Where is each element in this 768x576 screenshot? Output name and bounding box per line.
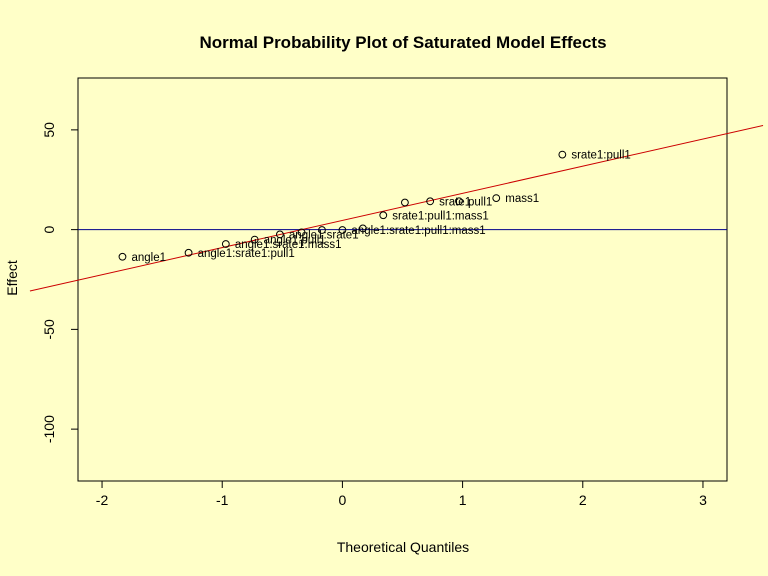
data-point bbox=[276, 230, 284, 239]
point-label: angle1:srate1 bbox=[289, 229, 359, 241]
x-tick-label: 1 bbox=[459, 492, 467, 508]
x-tick-label: 2 bbox=[579, 492, 587, 508]
point-label: srate1:pull1 bbox=[571, 150, 630, 162]
data-point bbox=[379, 211, 388, 220]
data-point bbox=[455, 197, 463, 206]
data-point bbox=[250, 235, 259, 244]
y-axis-label: Effect bbox=[4, 260, 20, 296]
point-label: angle1:srate1:pull1:mass1 bbox=[351, 225, 485, 237]
data-point bbox=[426, 197, 435, 206]
y-tick-label: -50 bbox=[41, 319, 57, 339]
point-label: pull1 bbox=[468, 196, 492, 208]
data-point bbox=[318, 226, 326, 234]
x-axis-label: Theoretical Quantiles bbox=[337, 539, 469, 555]
data-point bbox=[358, 224, 367, 233]
x-tick-label: 3 bbox=[699, 492, 707, 508]
data-point bbox=[221, 240, 230, 248]
data-point bbox=[558, 150, 567, 159]
x-tick-label: -1 bbox=[216, 492, 229, 508]
data-point bbox=[118, 252, 127, 261]
point-label: angle1 bbox=[131, 252, 166, 264]
data-point bbox=[401, 198, 409, 207]
fit-line bbox=[29, 124, 764, 292]
plot-area: -2 -1 0 1 2 3 -100 -50 0 50 angle1 angle1:srate1:pu… bbox=[29, 77, 764, 508]
point-label: angle1:srate1:mass1 bbox=[235, 239, 342, 251]
y-tick-label: 0 bbox=[41, 226, 57, 234]
point-label: angle1:srate1:pull1 bbox=[198, 248, 295, 260]
plot-frame bbox=[77, 77, 728, 482]
y-tick-label: 50 bbox=[41, 122, 57, 138]
data-point bbox=[338, 226, 347, 234]
data-point bbox=[184, 248, 193, 257]
x-tick-label: 0 bbox=[339, 492, 347, 508]
point-label: srate1 bbox=[439, 196, 471, 208]
y-tick-label: -100 bbox=[41, 415, 57, 443]
point-label: srate1:pull1:mass1 bbox=[392, 210, 489, 222]
point-label: mass1 bbox=[505, 193, 539, 205]
chart-title: Normal Probability Plot of Saturated Mod… bbox=[199, 33, 606, 52]
x-tick-label: -2 bbox=[96, 492, 109, 508]
data-point bbox=[492, 194, 501, 203]
data-point bbox=[297, 228, 306, 237]
